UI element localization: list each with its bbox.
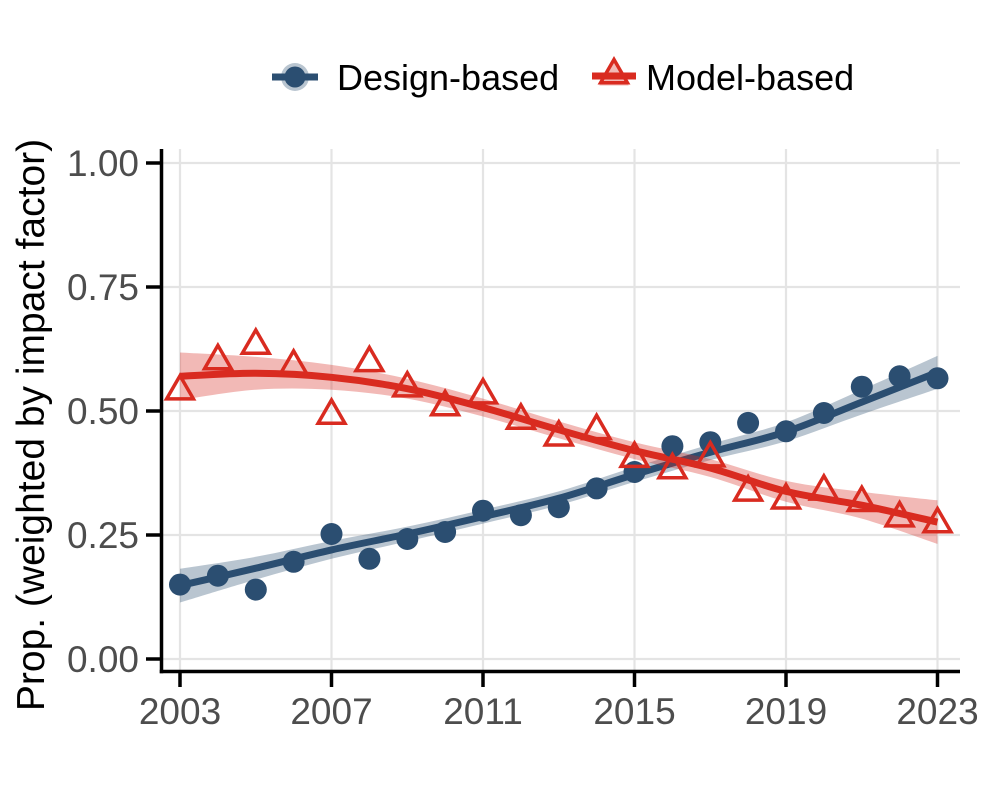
model-point [845,483,879,513]
model-point [315,396,348,425]
model-point [542,418,576,447]
model-point [580,411,614,441]
design-point [358,547,381,570]
x-tick-label: 2007 [290,691,372,732]
design-point [547,496,570,519]
model-point [921,505,954,534]
model-point [352,343,386,373]
model-point [883,499,917,528]
x-tick-label: 2003 [139,691,221,732]
model-point [618,439,651,469]
design-point [472,499,494,522]
y-tick-label: 0.00 [67,639,139,680]
design-point [737,411,760,434]
design-point [850,375,873,398]
model-legend-label: Model-based [646,57,854,98]
design-point [585,477,608,500]
design-point [206,564,229,587]
design-point [244,578,267,601]
design-point [509,504,532,527]
x-tick-label: 2023 [896,691,978,732]
model-legend-point-icon [597,55,631,85]
model-point [655,450,689,480]
model-point [390,369,424,398]
design-point [320,523,343,545]
model-point [239,326,273,356]
design-point [434,521,457,543]
design-point [623,461,646,483]
model-point [504,401,538,430]
y-tick-label: 0.25 [67,515,139,556]
design-point [169,573,191,596]
model-point [807,472,841,501]
model-point [201,341,235,371]
x-tick-label: 2011 [443,691,523,732]
x-tick-label: 2019 [745,691,827,732]
y-tick-label: 0.50 [67,391,139,432]
model-point [731,473,765,502]
model-point [163,372,197,401]
design-legend-label: Design-based [337,57,559,98]
design-point [282,550,305,573]
y-tick-label: 1.00 [67,143,139,184]
design-point [775,420,797,443]
model-point [466,376,500,405]
design-point [812,402,835,424]
design-point [888,365,911,388]
y-tick-label: 0.75 [67,267,139,308]
design-point [396,528,419,550]
y-axis-title: Prop. (weighted by impact factor) [10,139,53,711]
design-point [661,435,684,458]
design-point [926,367,949,390]
x-tick-label: 2015 [593,691,675,732]
model-point [693,439,727,468]
model-point [277,347,311,376]
model-point [428,387,462,417]
model-point [769,481,803,510]
